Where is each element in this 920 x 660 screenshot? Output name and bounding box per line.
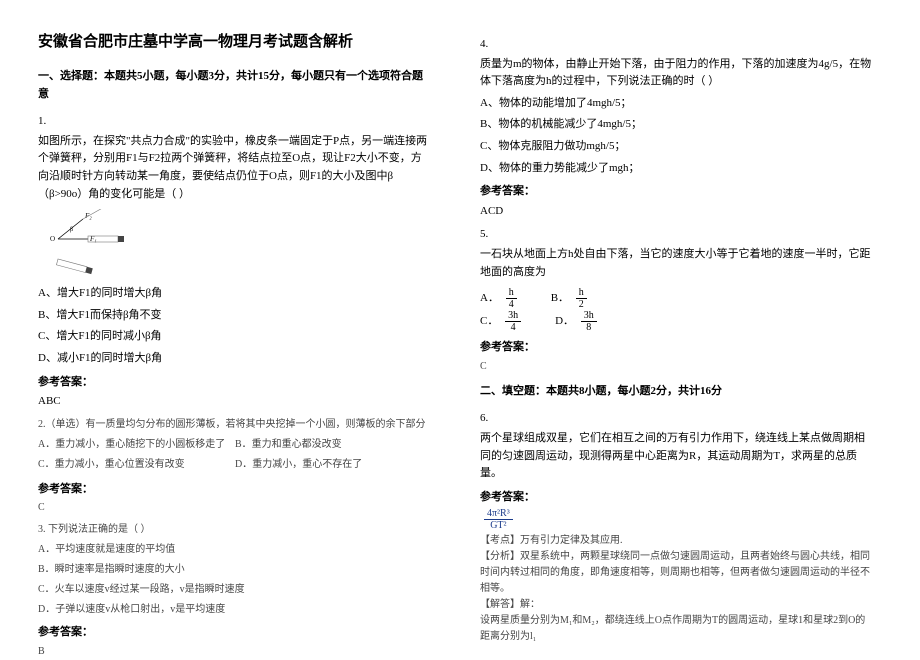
q3-ans-label: 参考答案：: [38, 624, 432, 642]
q5-ans-label: 参考答案：: [480, 339, 874, 357]
q3-optB: B．瞬时速率是指瞬时速度的大小: [38, 562, 432, 578]
section2-heading: 二、填空题：本题共8小题，每小题2分，共计16分: [480, 383, 874, 401]
q2-optB: B．重力和重心都没改变: [235, 437, 432, 453]
q6-ans-label: 参考答案：: [480, 489, 874, 507]
doc-title: 安徽省合肥市庄墓中学高一物理月考试题含解析: [38, 30, 432, 54]
q2-optA: A．重力减小，重心随挖下的小圆板移走了: [38, 437, 235, 453]
q6-last: 设两星质量分别为M₁和M₂，都绕连线上O点作周期为T的圆周运动，星球1和星球2到…: [480, 613, 874, 645]
q4-optC: C、物体克服阻力做功mgh/5；: [480, 138, 874, 156]
q1-optD: D、减小F1的同时增大β角: [38, 350, 432, 368]
right-column: 4. 质量为m的物体，由静止开始下落，由于阻力的作用，下落的加速度为4g/5，在…: [460, 0, 920, 651]
q3-ans: B: [38, 644, 432, 660]
q4-ans-label: 参考答案：: [480, 183, 874, 201]
q5-text: 一石块从地面上方h处自由下落，当它的速度大小等于它着地的速度一半时，它距地面的高…: [480, 246, 874, 281]
q5-row2: C． 3h4 D． 3h8: [480, 310, 874, 333]
q5-optD: D． 3h8: [555, 310, 601, 333]
q2-optC: C．重力减小，重心位置没有改变: [38, 457, 235, 473]
q6-solve: 【解答】解：: [480, 597, 874, 613]
q5-row1: A． h4 B． h2: [480, 287, 874, 310]
svg-text:O: O: [50, 235, 55, 243]
q6-text: 两个星球组成双星，它们在相互之间的万有引力作用下，绕连线上某点做周期相同的匀速圆…: [480, 430, 874, 483]
q4-ans: ACD: [480, 203, 874, 221]
q3-text: 3. 下列说法正确的是（ ）: [38, 522, 432, 538]
q3-optD: D．子弹以速度v从枪口射出，v是平均速度: [38, 602, 432, 618]
q1-num: 1.: [38, 113, 432, 131]
q4-text: 质量为m的物体，由静止开始下落，由于阻力的作用，下落的加速度为4g/5，在物体下…: [480, 56, 874, 91]
q3-optC: C．火车以速度v经过某一段路，v是指瞬时速度: [38, 582, 432, 598]
section1-heading: 一、选择题：本题共5小题，每小题3分，共计15分，每小题只有一个选项符合题意: [38, 68, 432, 103]
q2-ans-label: 参考答案：: [38, 481, 432, 499]
q2-options: A．重力减小，重心随挖下的小圆板移走了 B．重力和重心都没改变 C．重力减小，重…: [38, 435, 432, 475]
q4-num: 4.: [480, 36, 874, 54]
q5-optB: B． h2: [551, 287, 591, 310]
q2-text: 2.（单选）有一质量均匀分布的圆形薄板，若将其中央挖掉一个小圆，则薄板的余下部分: [38, 417, 432, 433]
q2-optD: D．重力减小，重心不存在了: [235, 457, 432, 473]
q6-analysis: 【分析】双星系统中，两颗星球绕同一点做匀速圆周运动，且两者始终与圆心共线，相同时…: [480, 549, 874, 597]
q5-optC: C． 3h4: [480, 310, 525, 333]
q4-optA: A、物体的动能增加了4mgh/5；: [480, 95, 874, 113]
q1-diagram: F₂ F₁ O β: [48, 209, 158, 279]
q4-optB: B、物体的机械能减少了4mgh/5；: [480, 116, 874, 134]
q4-optD: D、物体的重力势能减少了mgh；: [480, 160, 874, 178]
q6-point: 【考点】万有引力定律及其应用.: [480, 533, 874, 549]
q2-ans: C: [38, 500, 432, 516]
q3-optA: A．平均速度就是速度的平均值: [38, 542, 432, 558]
q6-num: 6.: [480, 410, 874, 428]
q1-optB: B、增大F1而保持β角不变: [38, 307, 432, 325]
q1-ans-label: 参考答案：: [38, 374, 432, 392]
q5-num: 5.: [480, 226, 874, 244]
q1-ans: ABC: [38, 393, 432, 411]
q5-optA: A． h4: [480, 287, 521, 310]
left-column: 安徽省合肥市庄墓中学高一物理月考试题含解析 一、选择题：本题共5小题，每小题3分…: [0, 0, 460, 651]
q1-optA: A、增大F1的同时增大β角: [38, 285, 432, 303]
q1-optC: C、增大F1的同时减小β角: [38, 328, 432, 346]
svg-text:β: β: [70, 227, 73, 233]
q6-ans-frac: 4π²R³ GT²: [480, 508, 874, 531]
q5-ans: C: [480, 359, 874, 375]
q1-text: 如图所示，在探究"共点力合成"的实验中，橡皮条一端固定于P点，另一端连接两个弹簧…: [38, 133, 432, 203]
